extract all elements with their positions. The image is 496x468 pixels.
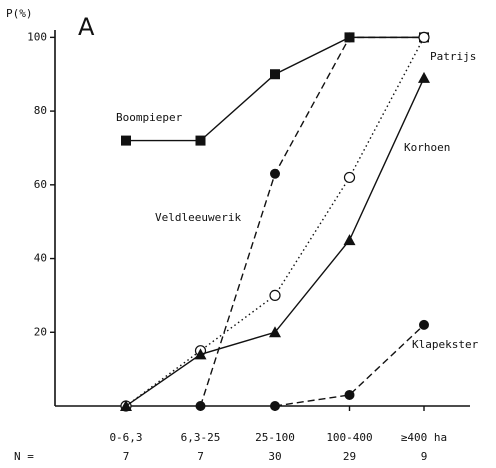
series-label: Boompieper xyxy=(116,111,183,124)
marker xyxy=(269,326,281,338)
marker xyxy=(343,234,356,246)
n-value: 7 xyxy=(123,450,130,463)
panel-label: A xyxy=(78,13,95,41)
n-value: 29 xyxy=(343,450,356,463)
x-tick-label: ≥400 ha xyxy=(401,431,447,444)
series-label: Patrijs xyxy=(430,50,476,63)
y-tick-label: 80 xyxy=(34,104,47,117)
y-tick-label: 60 xyxy=(34,178,47,191)
marker xyxy=(120,400,132,411)
y-tick-label: 40 xyxy=(34,252,47,265)
marker xyxy=(269,289,281,302)
series-label: Klapekster xyxy=(412,338,479,351)
series-line xyxy=(274,324,425,407)
n-value: 7 xyxy=(197,450,204,463)
marker xyxy=(343,171,356,184)
marker xyxy=(195,401,206,411)
x-tick-label: 0-6,3 xyxy=(109,431,142,444)
y-axis-label: P(%) xyxy=(6,7,33,20)
x-tick-label: 6,3-25 xyxy=(181,431,221,444)
marker xyxy=(418,71,430,83)
marker xyxy=(344,32,355,43)
series-label: Korhoen xyxy=(404,141,450,154)
marker xyxy=(270,168,280,179)
x-tick-label: 100-400 xyxy=(326,431,372,444)
marker xyxy=(194,348,207,360)
series-line xyxy=(199,36,424,407)
marker xyxy=(195,135,206,146)
y-tick-label: 20 xyxy=(34,325,47,338)
marker xyxy=(418,31,430,43)
marker xyxy=(419,319,429,330)
series-line xyxy=(126,36,424,142)
series-line xyxy=(125,77,425,407)
n-label: N = xyxy=(14,450,34,463)
series-label: Veldleeuwerik xyxy=(155,211,241,224)
y-tick-label: 100 xyxy=(27,30,47,43)
x-tick-label: 25-100 xyxy=(255,431,295,444)
marker xyxy=(121,135,131,146)
marker xyxy=(270,401,280,411)
n-value: 30 xyxy=(268,450,281,463)
marker xyxy=(270,69,280,80)
marker xyxy=(344,389,355,400)
n-value: 9 xyxy=(421,450,428,463)
